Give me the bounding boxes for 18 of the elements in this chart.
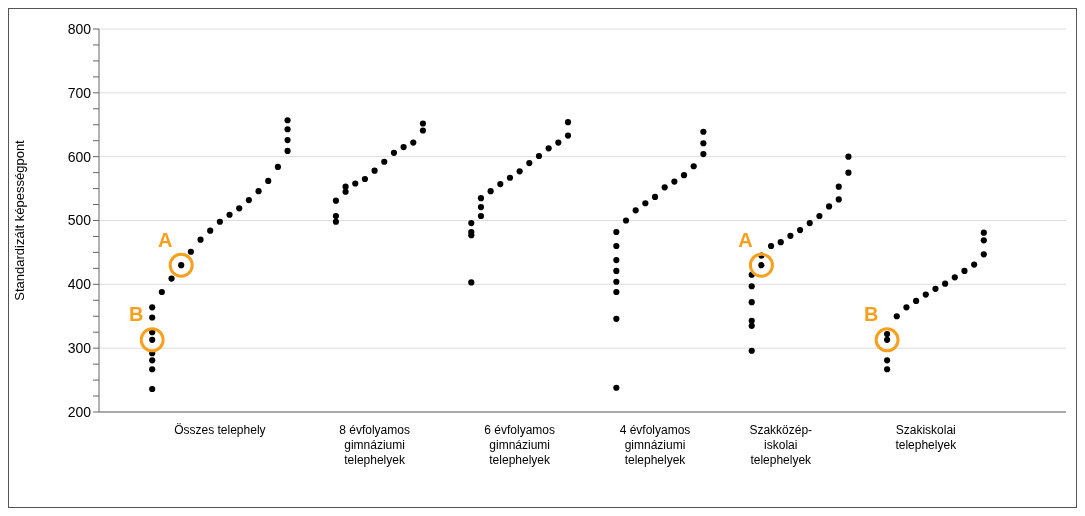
x-tick-label: 6 évfolyamos gimnáziumi telephelyek bbox=[484, 423, 555, 467]
x-tick-label: Szakközép- iskolai telephelyek bbox=[749, 423, 813, 467]
y-tick-label: 500 bbox=[67, 212, 92, 229]
data-label: A bbox=[738, 228, 753, 251]
x-tick-label: 4 évfolyamos gimnáziumi telephelyek bbox=[619, 423, 691, 467]
y-tick-label: 600 bbox=[67, 148, 92, 165]
y-tick-label: 400 bbox=[67, 276, 92, 293]
y-tick-label: 300 bbox=[67, 340, 92, 357]
x-tick-label: Összes telephely bbox=[174, 423, 266, 437]
y-tick-label: 800 bbox=[67, 20, 92, 37]
x-tick-label: 8 évfolyamos gimnáziumi telephelyek bbox=[339, 423, 410, 467]
y-tick-label: 200 bbox=[67, 403, 92, 420]
data-label: B bbox=[128, 303, 144, 326]
y-tick-label: 700 bbox=[67, 84, 92, 101]
data-label: B bbox=[863, 303, 879, 326]
x-tick-label: Szakiskolai telephelyek bbox=[895, 423, 958, 452]
y-axis-title: Standardizált képességpont bbox=[11, 139, 27, 301]
data-label: A bbox=[157, 228, 173, 251]
